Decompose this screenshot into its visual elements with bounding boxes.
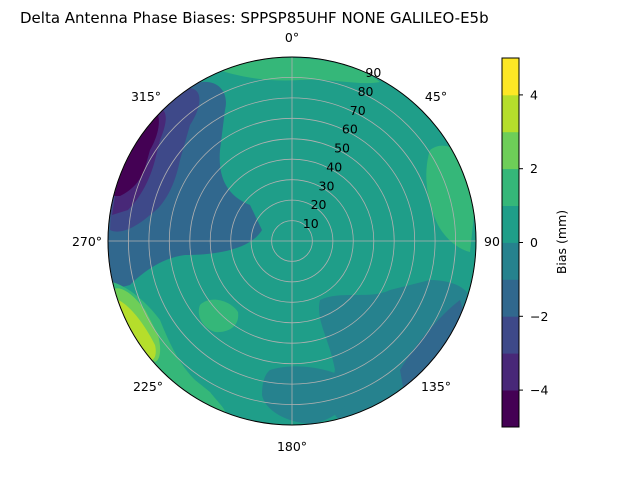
colorbar-band: [502, 131, 519, 170]
angle-tick-label: 225°: [133, 379, 163, 394]
angle-tick-label: 45°: [425, 89, 447, 104]
colorbar-band: [502, 316, 519, 354]
angle-tick-label: 0°: [285, 30, 299, 45]
radial-tick-label: 70: [350, 103, 366, 118]
contour-south-low: [262, 366, 353, 424]
radial-tick-label: 10: [303, 216, 319, 231]
colorbar-band: [502, 58, 519, 96]
colorbar-tick-label: −4: [530, 383, 548, 398]
colorbar-tick-label: 4: [530, 87, 538, 102]
angle-tick-labels: 0° 45° 90 135° 180° 225° 270° 315°: [72, 30, 500, 454]
colorbar-bands: [502, 58, 519, 428]
angle-tick-label: 180°: [277, 439, 307, 454]
contour-southwest-max: [118, 300, 156, 361]
colorbar-band: [502, 205, 519, 243]
colorbar-band: [502, 279, 519, 317]
angle-tick-label: 315°: [131, 89, 161, 104]
chart-title: Delta Antenna Phase Biases: SPPSP85UHF N…: [20, 9, 489, 27]
radial-tick-label: 30: [319, 178, 335, 193]
contour-inner-sw-high: [198, 299, 239, 333]
angle-tick-label: 90: [484, 234, 500, 249]
radial-tick-label: 90: [365, 65, 381, 80]
colorbar: 4 2 0 −2 −4 Bias (mm): [501, 57, 569, 428]
contour-north-rim-high: [210, 57, 380, 84]
radial-tick-labels: 10 20 30 40 50 60 70 80 90: [303, 65, 382, 231]
polar-frame: [107, 56, 477, 426]
contour-southeast-lower: [400, 300, 466, 398]
radial-tick-label: 50: [334, 141, 350, 156]
angle-tick-label: 270°: [72, 234, 102, 249]
contour-northwest-deep: [114, 115, 159, 196]
radial-tick-label: 20: [311, 197, 327, 212]
contour-southwest-high: [108, 260, 227, 420]
radial-tick-label: 60: [342, 122, 358, 137]
radial-tick-label: 80: [358, 84, 374, 99]
colorbar-band: [502, 353, 519, 391]
colorbar-ticks: 4 2 0 −2 −4: [519, 87, 548, 398]
radial-tick-label: 40: [326, 159, 342, 174]
colorbar-tick-label: 0: [530, 235, 538, 250]
colorbar-band: [502, 94, 519, 133]
colorbar-tick-label: 2: [530, 161, 538, 176]
polar-plot: 0° 45° 90 135° 180° 225° 270° 315° 10 20 30 40 50 60…: [72, 30, 500, 454]
contour-southeast-low: [318, 280, 470, 420]
colorbar-label: Bias (mm): [554, 210, 569, 274]
angle-tick-label: 135°: [421, 379, 451, 394]
colorbar-tick-label: −2: [530, 309, 548, 324]
colorbar-band: [502, 242, 519, 280]
colorbar-band: [502, 390, 519, 428]
colorbar-band: [502, 168, 519, 206]
